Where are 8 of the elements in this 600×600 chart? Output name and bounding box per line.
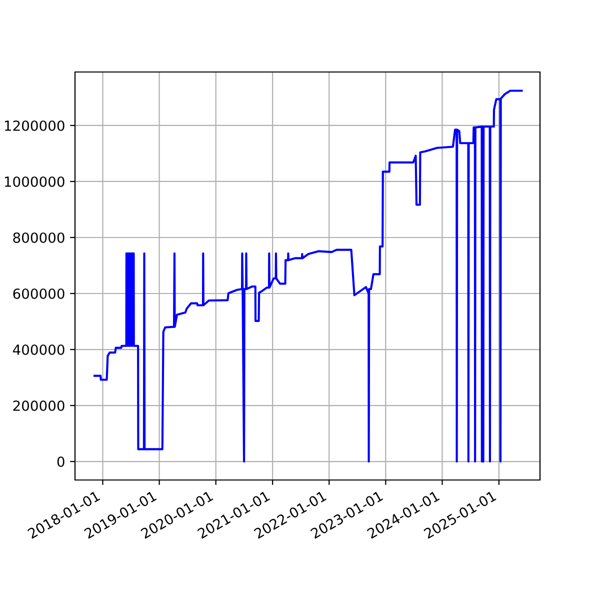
y-tick-label: 1000000 [4,176,64,187]
line-series [93,90,523,463]
y-tick-label: 800000 [13,232,64,243]
y-tick-label: 400000 [12,344,64,355]
y-tick-label: 0 [57,456,64,467]
y-tick-label: 600000 [13,288,64,299]
y-tick-label: 1200000 [4,120,64,131]
y-tick-label: 200000 [13,400,64,411]
